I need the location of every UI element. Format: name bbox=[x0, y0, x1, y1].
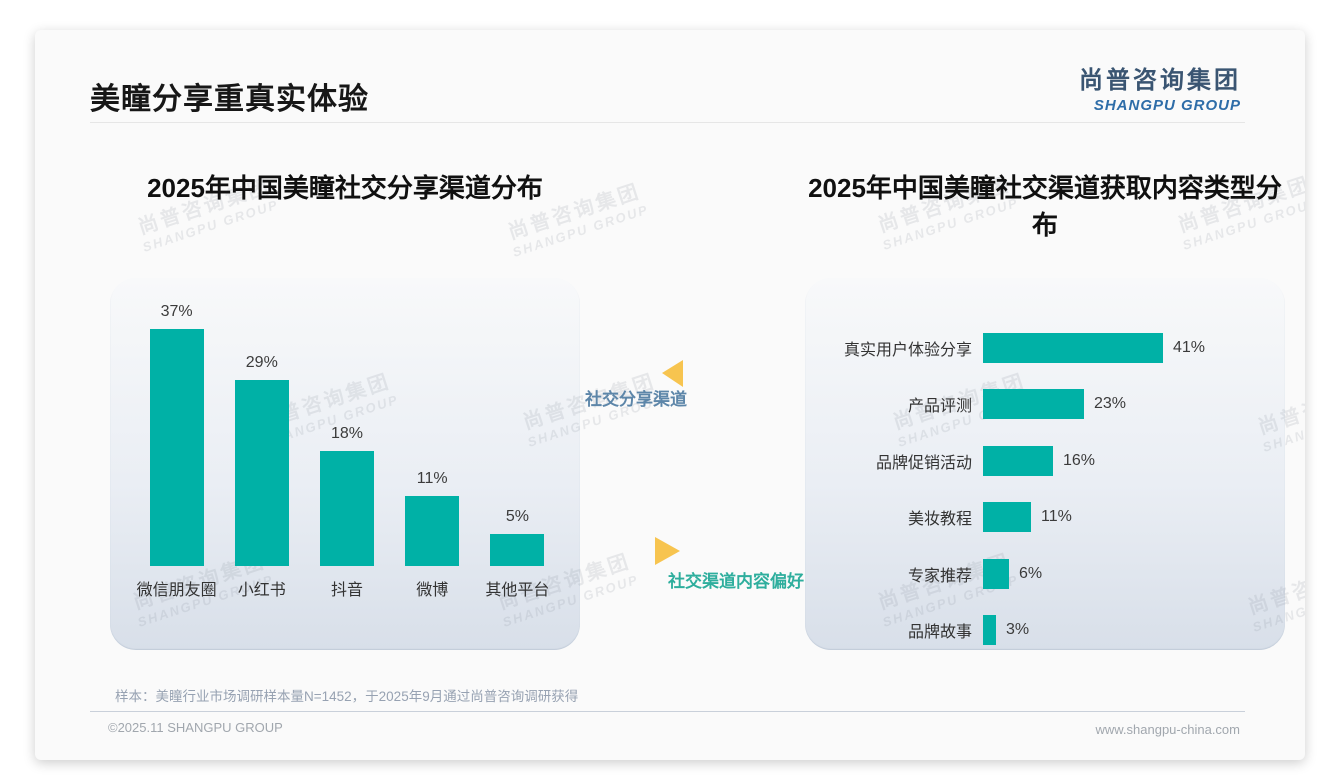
chart-bar bbox=[983, 389, 1084, 420]
sample-note: 样本：美瞳行业市场调研样本量N=1452，于2025年9月通过尚普咨询调研获得 bbox=[115, 689, 579, 704]
chart-bar bbox=[983, 445, 1053, 476]
left-chart-title: 2025年中国美瞳社交分享渠道分布 bbox=[147, 173, 543, 203]
hbar-row: 专家推荐 6% bbox=[805, 558, 1277, 589]
bar-category-label: 美妆教程 bbox=[907, 511, 972, 529]
hbar-row: 真实用户体验分享 41% bbox=[805, 333, 1277, 363]
annotation-content-preference: 社交渠道内容偏好 bbox=[668, 572, 804, 591]
watermark-en-text: SHANGPU GROUP bbox=[510, 201, 651, 260]
bar-value-label: 16% bbox=[1063, 451, 1096, 469]
slide: 尚普咨询集团 SHANGPU GROUP 尚普咨询集团 SHANGPU GROUP 尚普… bbox=[35, 30, 1305, 760]
vbar-column: 37% 微信朋友圈 bbox=[134, 303, 219, 610]
bar-category-label: 品牌促销活动 bbox=[875, 454, 972, 472]
bar-category-label: 产品评测 bbox=[907, 398, 972, 416]
chart-bar bbox=[320, 451, 374, 566]
vbar-column: 5% 其他平台 bbox=[475, 508, 560, 610]
bar-value-label: 6% bbox=[1019, 564, 1043, 582]
bar-value-label: 5% bbox=[505, 508, 529, 525]
bar-value-label: 11% bbox=[1041, 508, 1072, 526]
bar-value-label: 18% bbox=[330, 425, 364, 442]
chart-bar bbox=[149, 329, 204, 566]
chart-bar bbox=[983, 333, 1163, 363]
right-chart-title: 2025年中国美瞳社交渠道获取内容类型分布 bbox=[808, 173, 1282, 240]
bar-value-label: 3% bbox=[1006, 620, 1030, 638]
bar-category-label: 真实用户体验分享 bbox=[843, 342, 972, 359]
bar-category-label: 其他平台 bbox=[485, 582, 550, 599]
chart-bar bbox=[983, 502, 1031, 533]
vertical-bar-chart: 37% 微信朋友圈 29% 小红书 18% 抖音 11% 微博 5% 其他平台 bbox=[134, 278, 560, 610]
copyright-text: ©2025.11 SHANGPU GROUP bbox=[108, 720, 283, 735]
logo-cn-text: 尚普咨询集团 bbox=[1079, 67, 1241, 94]
page-title: 美瞳分享重真实体验 bbox=[90, 83, 369, 116]
bar-category-label: 小红书 bbox=[237, 582, 286, 599]
vbar-column: 11% 微博 bbox=[390, 470, 475, 610]
triangle-left-icon bbox=[662, 360, 683, 387]
bar-value-label: 41% bbox=[1173, 339, 1206, 356]
right-chart-card: 真实用户体验分享 41% 产品评测 23% 品牌促销活动 16% 美妆教程 11% 专家推荐 6%… bbox=[805, 278, 1285, 650]
hbar-row: 品牌故事 3% bbox=[805, 614, 1277, 645]
annotation-share-channels: 社交分享渠道 bbox=[585, 390, 687, 409]
chart-bar bbox=[983, 558, 1009, 589]
watermark-en-text: SHANGPU GROUP bbox=[140, 196, 281, 255]
logo-en-text: SHANGPU GROUP bbox=[1093, 97, 1241, 114]
chart-bar bbox=[983, 614, 996, 645]
chart-bar bbox=[405, 496, 460, 566]
bar-category-label: 专家推荐 bbox=[907, 567, 972, 585]
hbar-row: 美妆教程 11% bbox=[805, 502, 1277, 533]
left-chart-card: 37% 微信朋友圈 29% 小红书 18% 抖音 11% 微博 5% 其他平台 bbox=[110, 278, 580, 650]
vbar-column: 29% 小红书 bbox=[219, 354, 304, 610]
triangle-right-icon bbox=[655, 537, 680, 565]
hbar-row: 品牌促销活动 16% bbox=[805, 445, 1277, 476]
vbar-column: 18% 抖音 bbox=[304, 425, 389, 610]
bar-value-label: 11% bbox=[416, 470, 448, 487]
bar-category-label: 微信朋友圈 bbox=[136, 582, 217, 599]
chart-bar bbox=[490, 534, 545, 566]
footer-divider bbox=[90, 711, 1245, 712]
hbar-row: 产品评测 23% bbox=[805, 389, 1277, 420]
bar-value-label: 37% bbox=[160, 303, 193, 320]
bar-category-label: 抖音 bbox=[331, 582, 364, 599]
horizontal-bar-chart: 真实用户体验分享 41% 产品评测 23% 品牌促销活动 16% 美妆教程 11% 专家推荐 6%… bbox=[805, 333, 1277, 645]
title-divider bbox=[90, 122, 1245, 123]
bar-category-label: 微博 bbox=[416, 582, 449, 599]
bar-category-label: 品牌故事 bbox=[907, 623, 972, 641]
brand-logo: 尚普咨询集团 SHANGPU GROUP bbox=[1079, 60, 1241, 114]
bar-value-label: 23% bbox=[1094, 395, 1127, 413]
website-text: www.shangpu-china.com bbox=[1095, 722, 1240, 737]
bar-value-label: 29% bbox=[245, 354, 278, 371]
chart-bar bbox=[234, 380, 289, 566]
